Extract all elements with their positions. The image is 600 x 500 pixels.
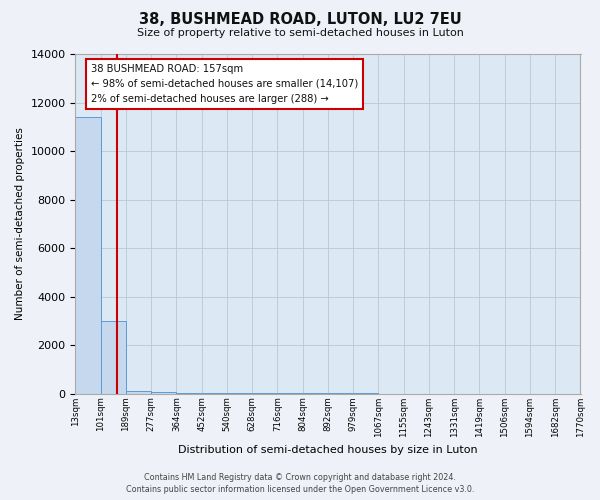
Text: Size of property relative to semi-detached houses in Luton: Size of property relative to semi-detach… (137, 28, 463, 38)
Bar (101, 321, 126, 394)
Bar (126, 391, 151, 394)
Bar (76, 117, 101, 394)
Text: 38, BUSHMEAD ROAD, LUTON, LU2 7EU: 38, BUSHMEAD ROAD, LUTON, LU2 7EU (139, 12, 461, 28)
Text: 38 BUSHMEAD ROAD: 157sqm
← 98% of semi-detached houses are smaller (14,107)
2% o: 38 BUSHMEAD ROAD: 157sqm ← 98% of semi-d… (91, 64, 358, 104)
Text: Contains HM Land Registry data © Crown copyright and database right 2024.
Contai: Contains HM Land Registry data © Crown c… (126, 472, 474, 494)
Y-axis label: Number of semi-detached properties: Number of semi-detached properties (15, 128, 25, 320)
X-axis label: Distribution of semi-detached houses by size in Luton: Distribution of semi-detached houses by … (178, 445, 478, 455)
Bar (151, 392, 176, 394)
